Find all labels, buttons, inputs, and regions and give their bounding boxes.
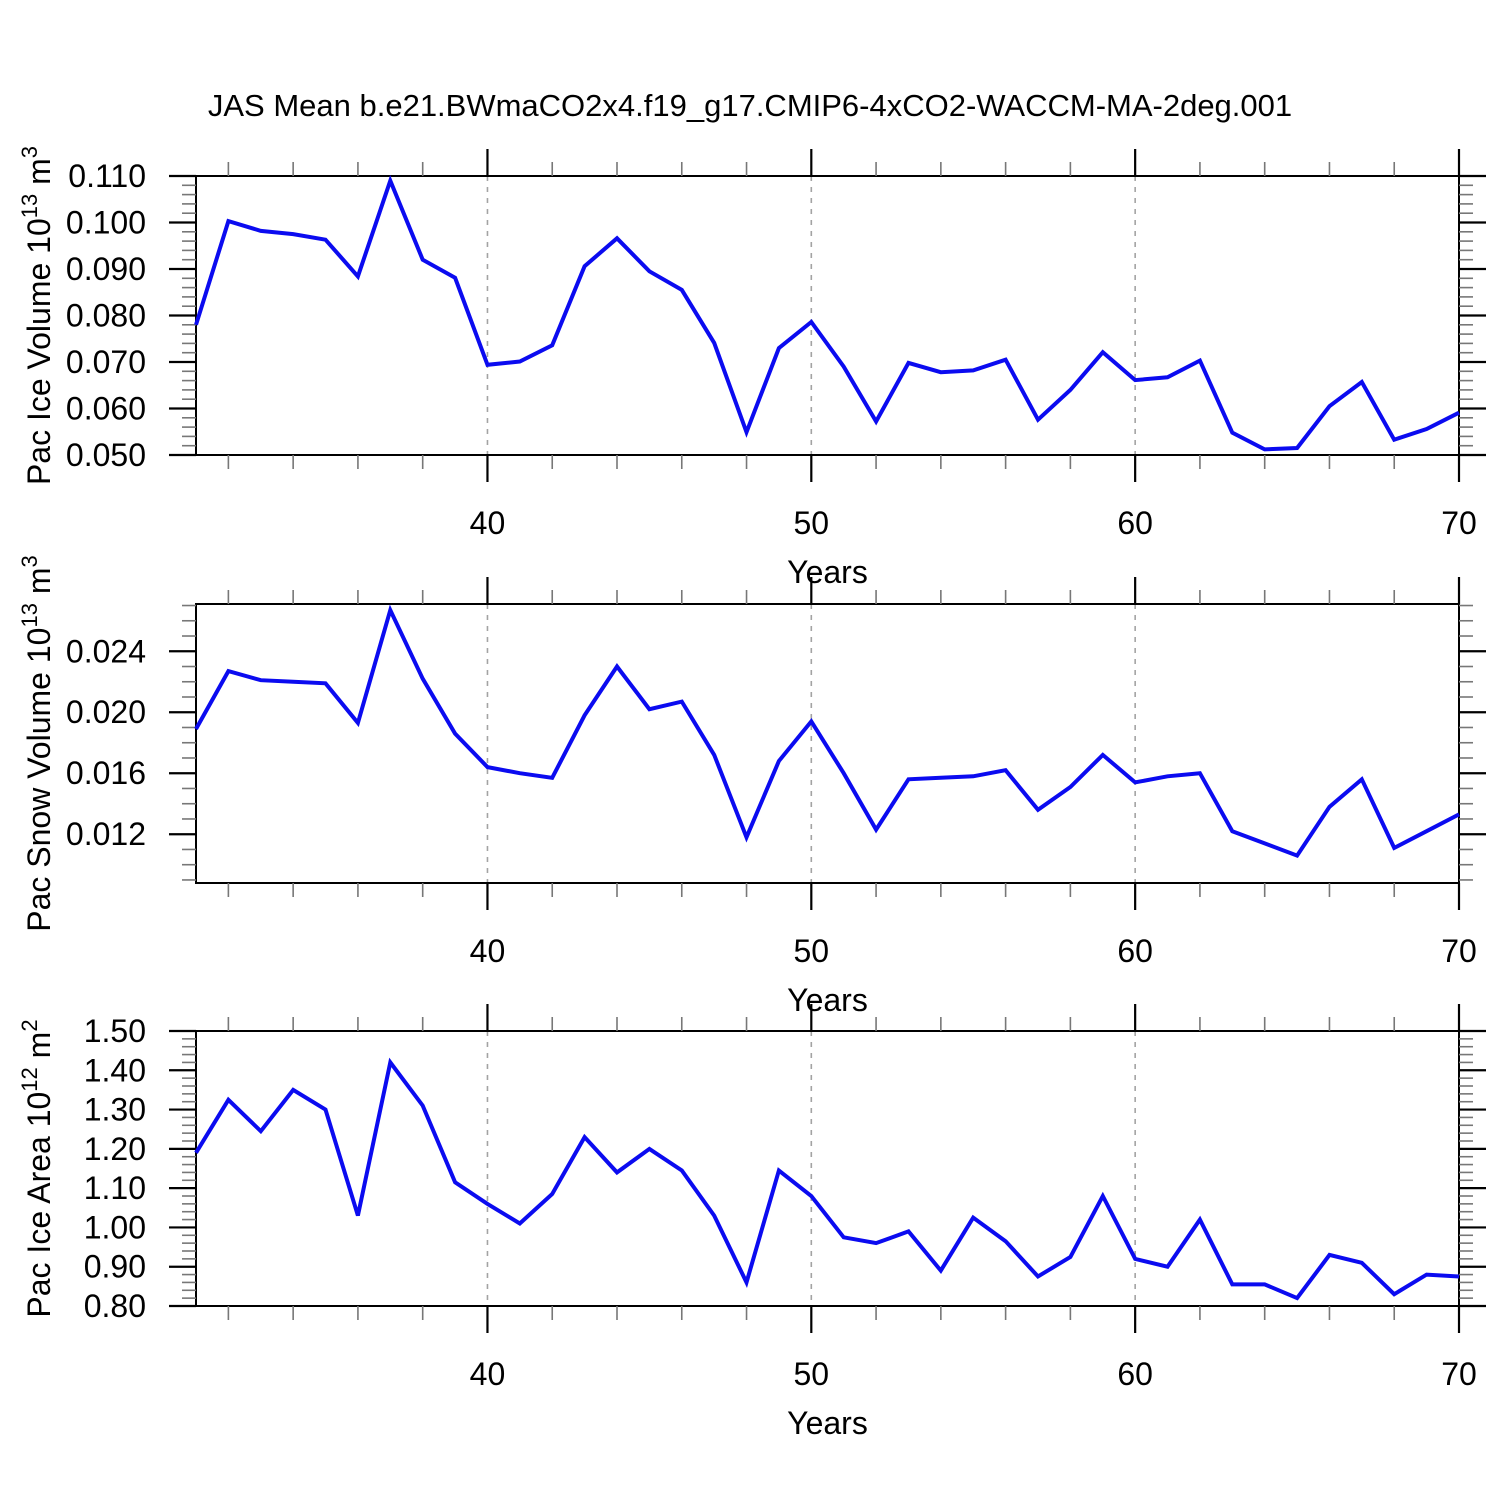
y-tick-label: 1.00 — [84, 1209, 146, 1245]
data-line-pac-snow-volume — [194, 604, 1460, 859]
y-tick-label: 0.090 — [66, 251, 146, 287]
y-tick-label: 0.060 — [66, 391, 146, 427]
x-axis-title: Years — [787, 554, 868, 590]
x-axis-title: Years — [787, 1405, 868, 1441]
plot-frame — [195, 175, 1460, 456]
y-tick-label: 0.012 — [66, 816, 146, 852]
y-axis-title: Pac Snow Volume 1013 m3 — [17, 555, 57, 931]
y-axis-title: Pac Ice Volume 1013 m3 — [17, 146, 57, 485]
plot-frame — [195, 603, 1460, 884]
x-tick-label: 40 — [470, 505, 506, 541]
panel-pac-ice-volume: 40 50 60 70 0.050 0.060 0.070 0.080 0.090 0.100 0.… — [17, 146, 1486, 590]
y-tick-label: 0.016 — [66, 755, 146, 791]
panel-pac-snow-volume: 40 50 60 70 0.012 0.016 0.020 0.024 Years Pac Sno… — [17, 555, 1486, 1018]
data-line-pac-ice-area — [194, 1057, 1460, 1301]
y-axis-title: Pac Ice Area 1012 m2 — [17, 1019, 57, 1317]
x-tick-label: 70 — [1441, 933, 1477, 969]
y-tick-label: 1.40 — [84, 1052, 146, 1088]
x-tick-label: 40 — [470, 933, 506, 969]
y-tick-label: 0.80 — [84, 1288, 146, 1324]
x-tick-label: 60 — [1117, 505, 1153, 541]
plot-frame — [195, 1030, 1460, 1307]
chart-title: JAS Mean b.e21.BWmaCO2x4.f19_g17.CMIP6-4… — [207, 88, 1293, 123]
y-tick-label: 0.020 — [66, 694, 146, 730]
y-tick-label: 1.10 — [84, 1170, 146, 1206]
y-tick-label: 0.90 — [84, 1249, 146, 1285]
x-tick-label: 60 — [1117, 933, 1153, 969]
y-tick-label: 1.50 — [84, 1013, 146, 1049]
x-axis-title: Years — [787, 982, 868, 1018]
x-tick-label: 70 — [1441, 505, 1477, 541]
x-tick-label: 50 — [794, 1356, 830, 1392]
x-tick-label: 40 — [470, 1356, 506, 1392]
y-tick-label: 1.30 — [84, 1092, 146, 1128]
y-tick-label: 0.070 — [66, 344, 146, 380]
y-tick-label: 0.080 — [66, 298, 146, 334]
panel-pac-ice-area: 40 50 60 70 0.800.90 1.001.101.201.30 1.401.50… — [17, 1004, 1486, 1441]
x-tick-label: 70 — [1441, 1356, 1477, 1392]
y-tick-label: 0.050 — [66, 437, 146, 473]
y-tick-label: 0.100 — [66, 205, 146, 241]
data-line-pac-ice-volume — [194, 174, 1460, 452]
y-tick-label: 0.024 — [66, 633, 146, 669]
y-tick-label: 1.20 — [84, 1131, 146, 1167]
x-tick-label: 50 — [794, 505, 830, 541]
x-tick-label: 60 — [1117, 1356, 1153, 1392]
x-tick-label: 50 — [794, 933, 830, 969]
y-tick-label: 0.110 — [68, 158, 146, 194]
